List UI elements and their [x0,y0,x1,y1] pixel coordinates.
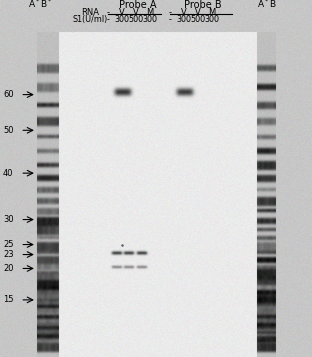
Text: -: - [106,15,109,24]
Text: 60: 60 [3,90,14,99]
Text: -: - [168,15,172,24]
Text: 300: 300 [114,15,129,24]
Text: A$^*$B: A$^*$B [257,0,276,10]
Text: 40: 40 [3,169,14,178]
Text: 300: 300 [205,15,220,24]
Text: 15: 15 [3,295,14,305]
Text: S1(U/ml): S1(U/ml) [73,15,108,24]
Text: 300: 300 [142,15,157,24]
Text: 500: 500 [128,15,143,24]
Text: A$^*$B$^*$: A$^*$B$^*$ [28,0,53,10]
Text: -: - [168,8,172,17]
Text: RNA: RNA [81,8,100,17]
Text: M: M [146,8,154,17]
Text: M: M [208,8,216,17]
Text: 50: 50 [3,126,14,135]
Text: 30: 30 [3,215,14,224]
Text: V: V [181,8,187,17]
Text: 300: 300 [177,15,192,24]
Text: Probe B: Probe B [184,0,222,10]
Text: 20: 20 [3,264,14,273]
Text: -: - [106,8,109,17]
Text: 25: 25 [3,240,14,249]
Text: V: V [133,8,139,17]
Text: Probe A: Probe A [119,0,156,10]
Text: 500: 500 [191,15,206,24]
Text: V: V [119,8,124,17]
Text: V: V [195,8,201,17]
Text: 23: 23 [3,250,14,259]
